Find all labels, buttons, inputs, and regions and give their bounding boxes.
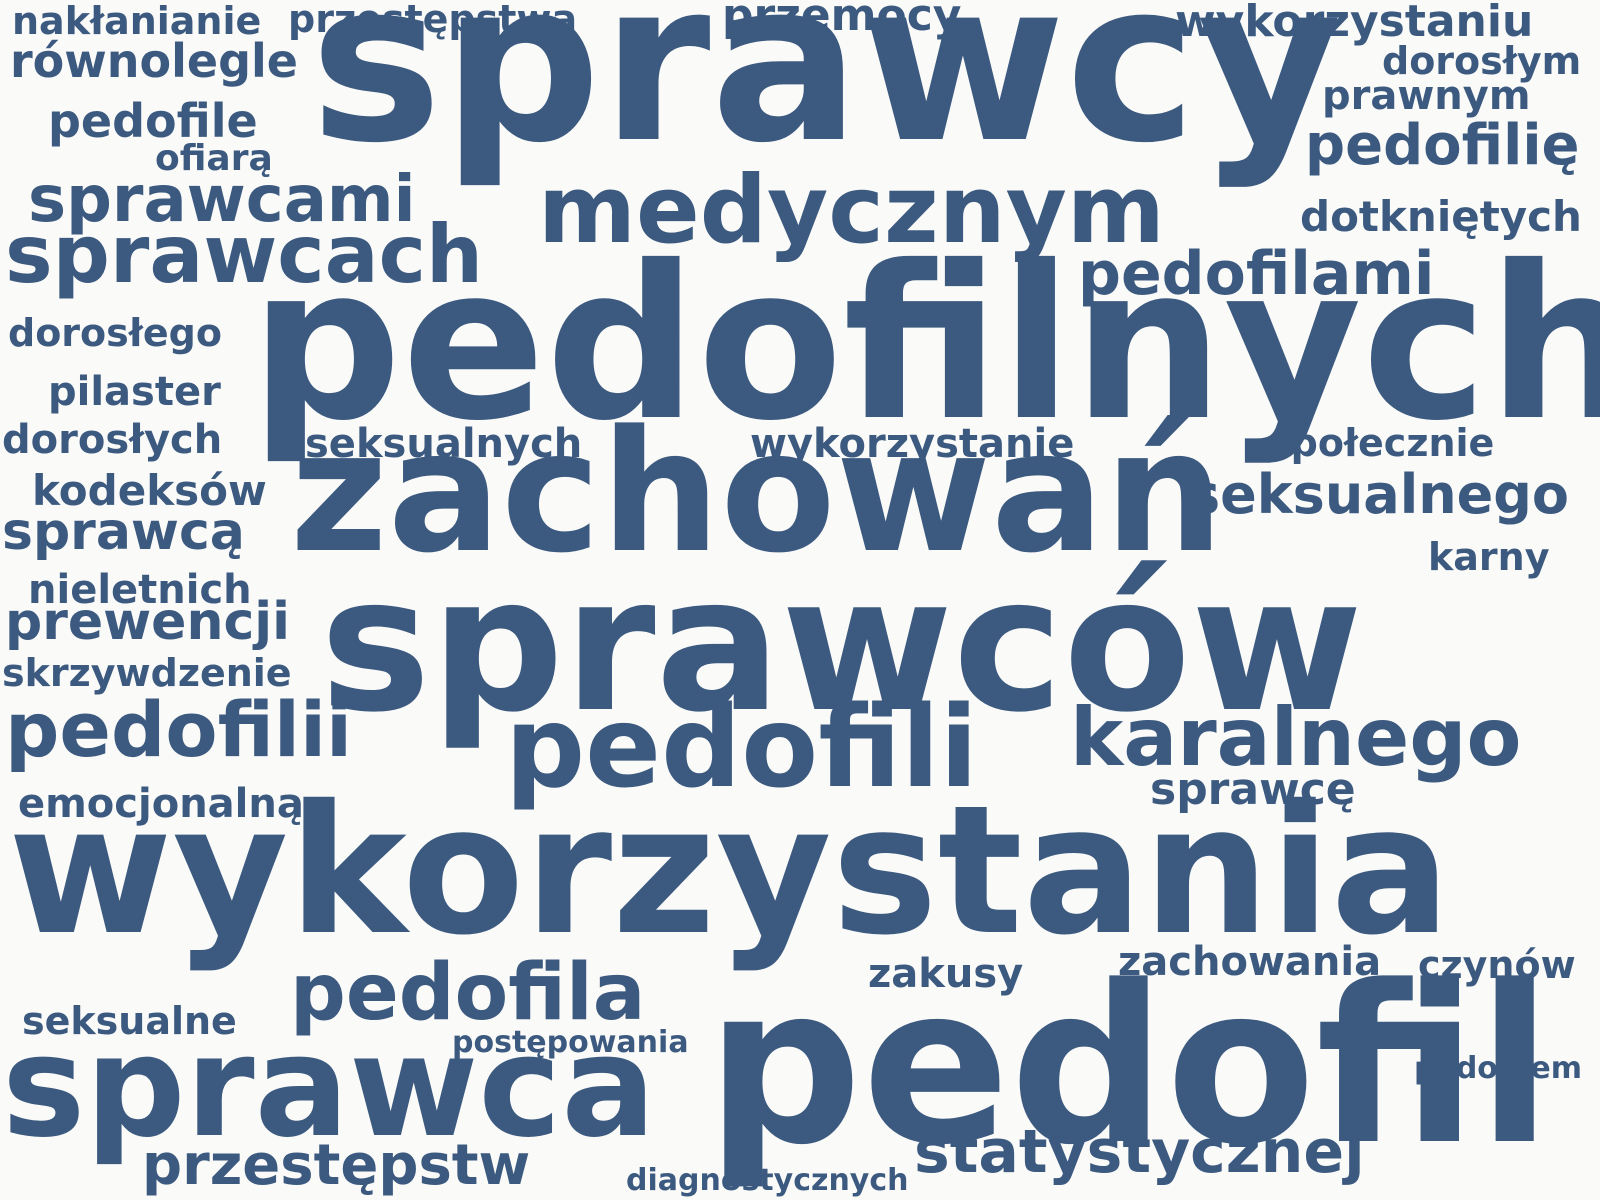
word: dorosłym	[1382, 39, 1582, 83]
word: pedofili	[505, 683, 979, 813]
word: postępowania	[452, 1025, 689, 1060]
word: prawnym	[1322, 73, 1531, 119]
word: medycznym	[538, 156, 1165, 265]
word: sprawcy	[310, 0, 1342, 192]
word: społecznie	[1268, 421, 1495, 465]
word: skrzywdzenie	[2, 651, 292, 695]
word: równolegle	[10, 34, 298, 88]
word: zachowań	[290, 394, 1224, 590]
word: nakłanianie	[12, 0, 262, 43]
word: sprawcami	[28, 163, 416, 237]
word: zakusy	[868, 951, 1024, 997]
word: sprawca	[2, 1006, 656, 1169]
word: wykorzystaniu	[1175, 0, 1534, 47]
word: pedofila	[290, 948, 646, 1038]
word: dorosłych	[2, 417, 223, 463]
word: sprawcach	[5, 208, 484, 301]
word: przemocy	[722, 0, 962, 41]
word: dotkniętych	[1300, 192, 1582, 241]
word: karalnego	[1070, 691, 1522, 784]
word: pedofilię	[1305, 113, 1580, 178]
word: nieletnich	[28, 567, 252, 613]
word: pedofilem	[1414, 1051, 1583, 1086]
word: emocjonalną	[18, 781, 304, 827]
word: pedofilami	[1078, 239, 1435, 309]
word: diagnostycznych	[626, 1163, 909, 1198]
word: pedofilnych	[250, 220, 1600, 467]
word: sprawcą	[2, 502, 245, 562]
word: wykorzystanie	[750, 421, 1075, 467]
word: przestępstwa	[288, 0, 578, 41]
word: wykorzystania	[8, 767, 1451, 974]
word: sprawców	[320, 536, 1363, 753]
word: pedofile	[48, 94, 258, 148]
word: sprawcę	[1150, 764, 1356, 815]
word: karny	[1428, 535, 1550, 579]
word: seksualnych	[305, 421, 583, 467]
word: seksualne	[22, 999, 237, 1043]
word: pedofil	[706, 940, 1553, 1193]
word: kodeksów	[32, 466, 267, 515]
word: seksualnego	[1188, 463, 1570, 526]
word: zachowania	[1118, 939, 1382, 985]
word: czynów	[1418, 943, 1576, 987]
word: pedofilii	[5, 685, 353, 774]
word: prewencji	[5, 592, 290, 652]
word: dorosłego	[8, 311, 222, 355]
word: pilaster	[48, 369, 221, 415]
word: ofiarą	[155, 138, 273, 179]
word: statystycznej	[914, 1117, 1365, 1187]
word: przestępstw	[142, 1133, 531, 1198]
